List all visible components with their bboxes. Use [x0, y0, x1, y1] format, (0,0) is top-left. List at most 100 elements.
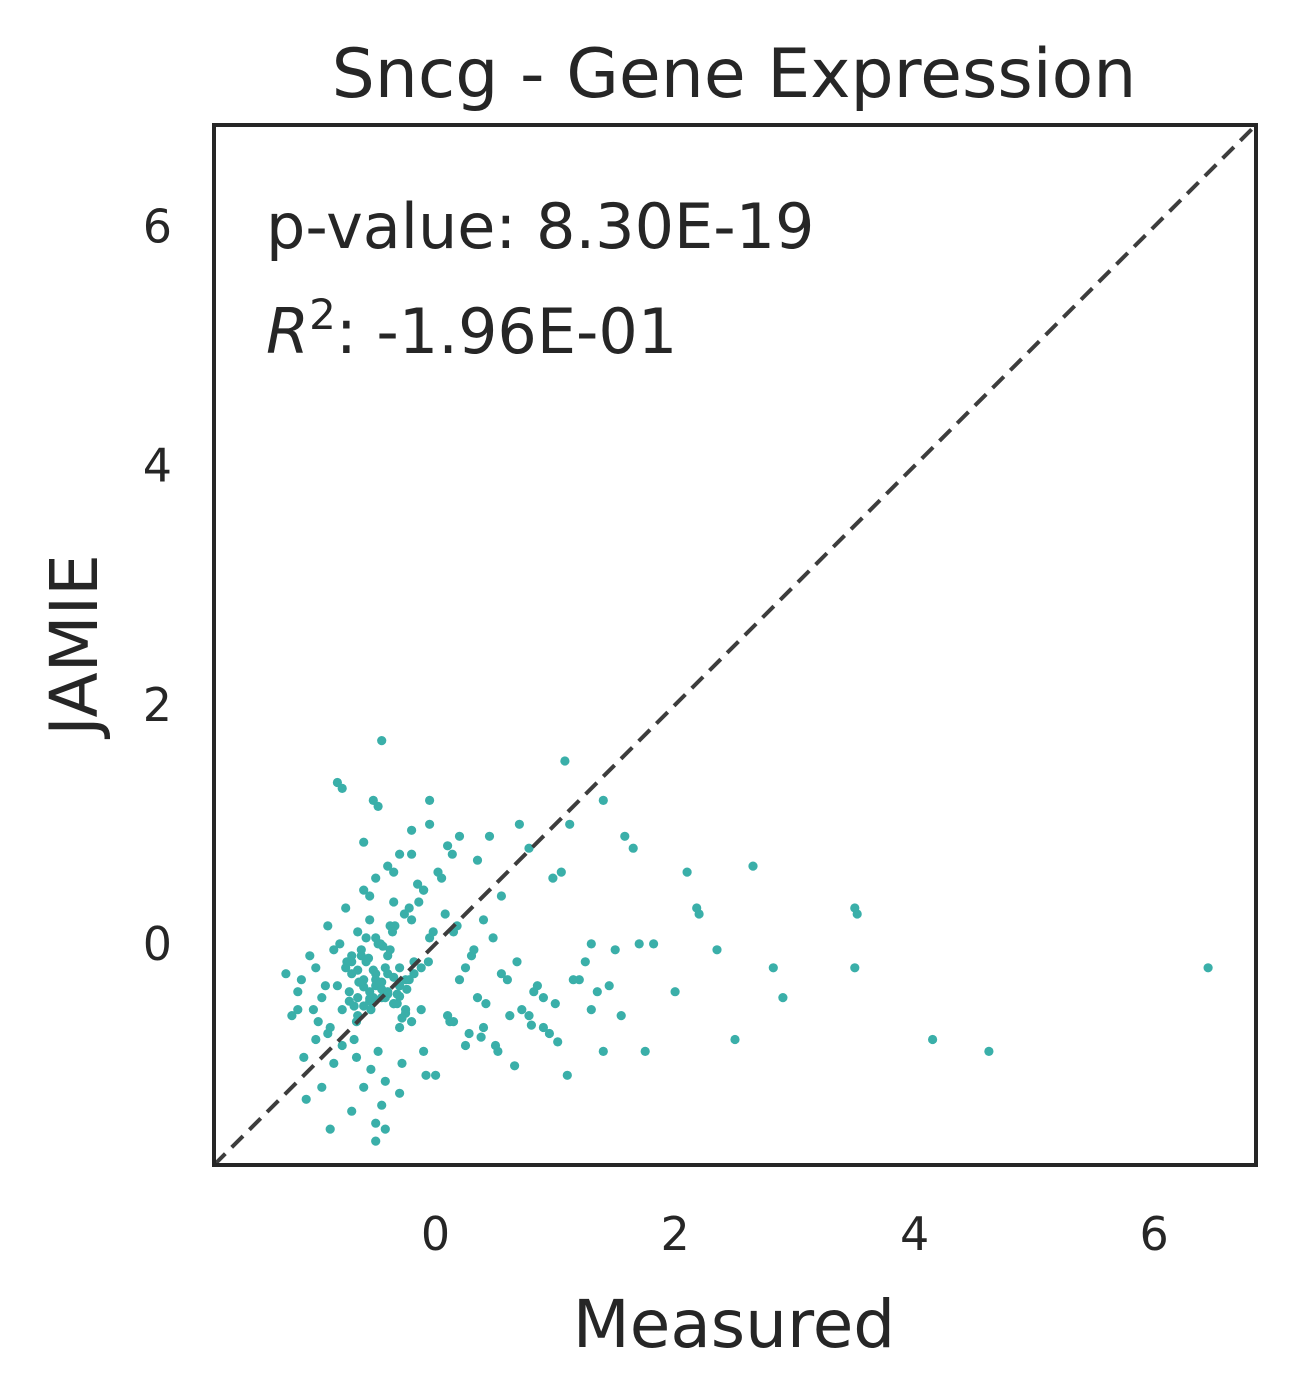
data-point: [371, 873, 381, 883]
data-point: [317, 1082, 327, 1092]
data-point: [414, 897, 424, 907]
data-point: [389, 867, 399, 877]
data-point: [353, 927, 363, 937]
data-point: [368, 795, 378, 806]
data-point: [313, 1017, 323, 1027]
data-point: [481, 999, 491, 1009]
data-point: [560, 756, 570, 766]
data-point: [395, 1022, 405, 1033]
data-point: [634, 939, 644, 949]
data-point: [305, 951, 315, 961]
data-point: [580, 957, 590, 967]
data-point: [496, 891, 506, 901]
data-point: [387, 927, 398, 937]
data-point: [332, 981, 342, 991]
data-point: [423, 957, 433, 967]
data-point: [550, 999, 560, 1009]
data-point: [293, 987, 303, 997]
y-tick-label: 0: [143, 917, 172, 971]
x-tick-label: 0: [421, 1207, 450, 1261]
data-point: [359, 837, 369, 847]
data-point: [281, 969, 291, 979]
data-point: [692, 903, 702, 913]
pvalue-annotation: p-value: 8.30E-19: [266, 190, 815, 263]
x-tick-label: 6: [1140, 1207, 1169, 1261]
data-point: [366, 1005, 376, 1015]
x-tick-label: 2: [660, 1207, 689, 1261]
data-point: [512, 957, 522, 967]
data-point: [448, 1017, 459, 1027]
data-point: [385, 945, 395, 955]
data-point: [317, 993, 327, 1003]
identity-reference-line: [212, 123, 1258, 1167]
data-point: [649, 939, 659, 949]
data-point: [389, 999, 399, 1009]
data-point: [365, 994, 375, 1004]
data-point: [389, 972, 399, 982]
data-point: [323, 921, 333, 931]
data-point: [568, 975, 578, 985]
data-point: [308, 1005, 318, 1015]
data-point: [526, 1020, 537, 1030]
data-point: [407, 849, 417, 859]
data-point: [311, 1034, 321, 1045]
data-point: [353, 993, 363, 1003]
data-point: [476, 1032, 486, 1042]
data-point: [341, 903, 351, 913]
data-point: [484, 831, 495, 841]
data-point: [472, 993, 483, 1003]
y-axis-label: JAMIE: [36, 554, 113, 740]
data-point: [377, 1100, 387, 1110]
data-point: [548, 873, 558, 883]
data-point: [460, 1040, 471, 1051]
data-point: [556, 867, 566, 877]
data-point: [380, 1076, 390, 1086]
data-point: [380, 1124, 390, 1134]
data-point: [514, 819, 525, 829]
data-point: [354, 977, 364, 987]
data-point: [502, 975, 512, 985]
r2-annotation: R2: -1.96E-01: [266, 290, 677, 368]
data-point: [325, 1124, 335, 1134]
data-point: [342, 957, 352, 967]
data-point: [296, 975, 306, 985]
data-point: [532, 981, 543, 991]
data-point: [616, 1011, 626, 1021]
data-point: [347, 969, 357, 979]
data-point: [389, 897, 399, 907]
data-point: [421, 1070, 431, 1080]
data-point: [359, 885, 369, 895]
data-point: [361, 933, 371, 943]
data-point: [301, 1094, 311, 1104]
data-point: [469, 945, 479, 955]
x-axis-label: Measured: [573, 1286, 895, 1363]
data-point: [293, 1005, 303, 1015]
data-point: [287, 1011, 297, 1021]
data-point: [440, 909, 450, 919]
data-point: [399, 909, 409, 919]
data-point: [373, 1046, 383, 1056]
data-point: [472, 855, 483, 865]
plot-frame: [212, 123, 1258, 1167]
data-point: [431, 1070, 441, 1080]
data-point: [329, 1058, 339, 1068]
data-point: [640, 1046, 650, 1056]
data-point: [433, 867, 443, 877]
data-point: [377, 977, 387, 987]
data-point: [395, 849, 405, 859]
data-point: [323, 1028, 333, 1039]
data-point: [748, 861, 758, 871]
data-point: [395, 963, 405, 973]
data-point: [337, 1005, 347, 1015]
data-point: [562, 1070, 572, 1080]
data-point: [517, 1005, 527, 1015]
data-point: [332, 777, 342, 788]
data-point: [425, 819, 435, 829]
data-point: [768, 963, 778, 973]
data-point: [478, 915, 489, 925]
data-point: [311, 963, 321, 973]
data-point: [320, 981, 330, 991]
x-axis-ticks: 0 2 4 6: [421, 1207, 1169, 1261]
data-point: [620, 831, 630, 841]
data-point: [368, 965, 378, 975]
